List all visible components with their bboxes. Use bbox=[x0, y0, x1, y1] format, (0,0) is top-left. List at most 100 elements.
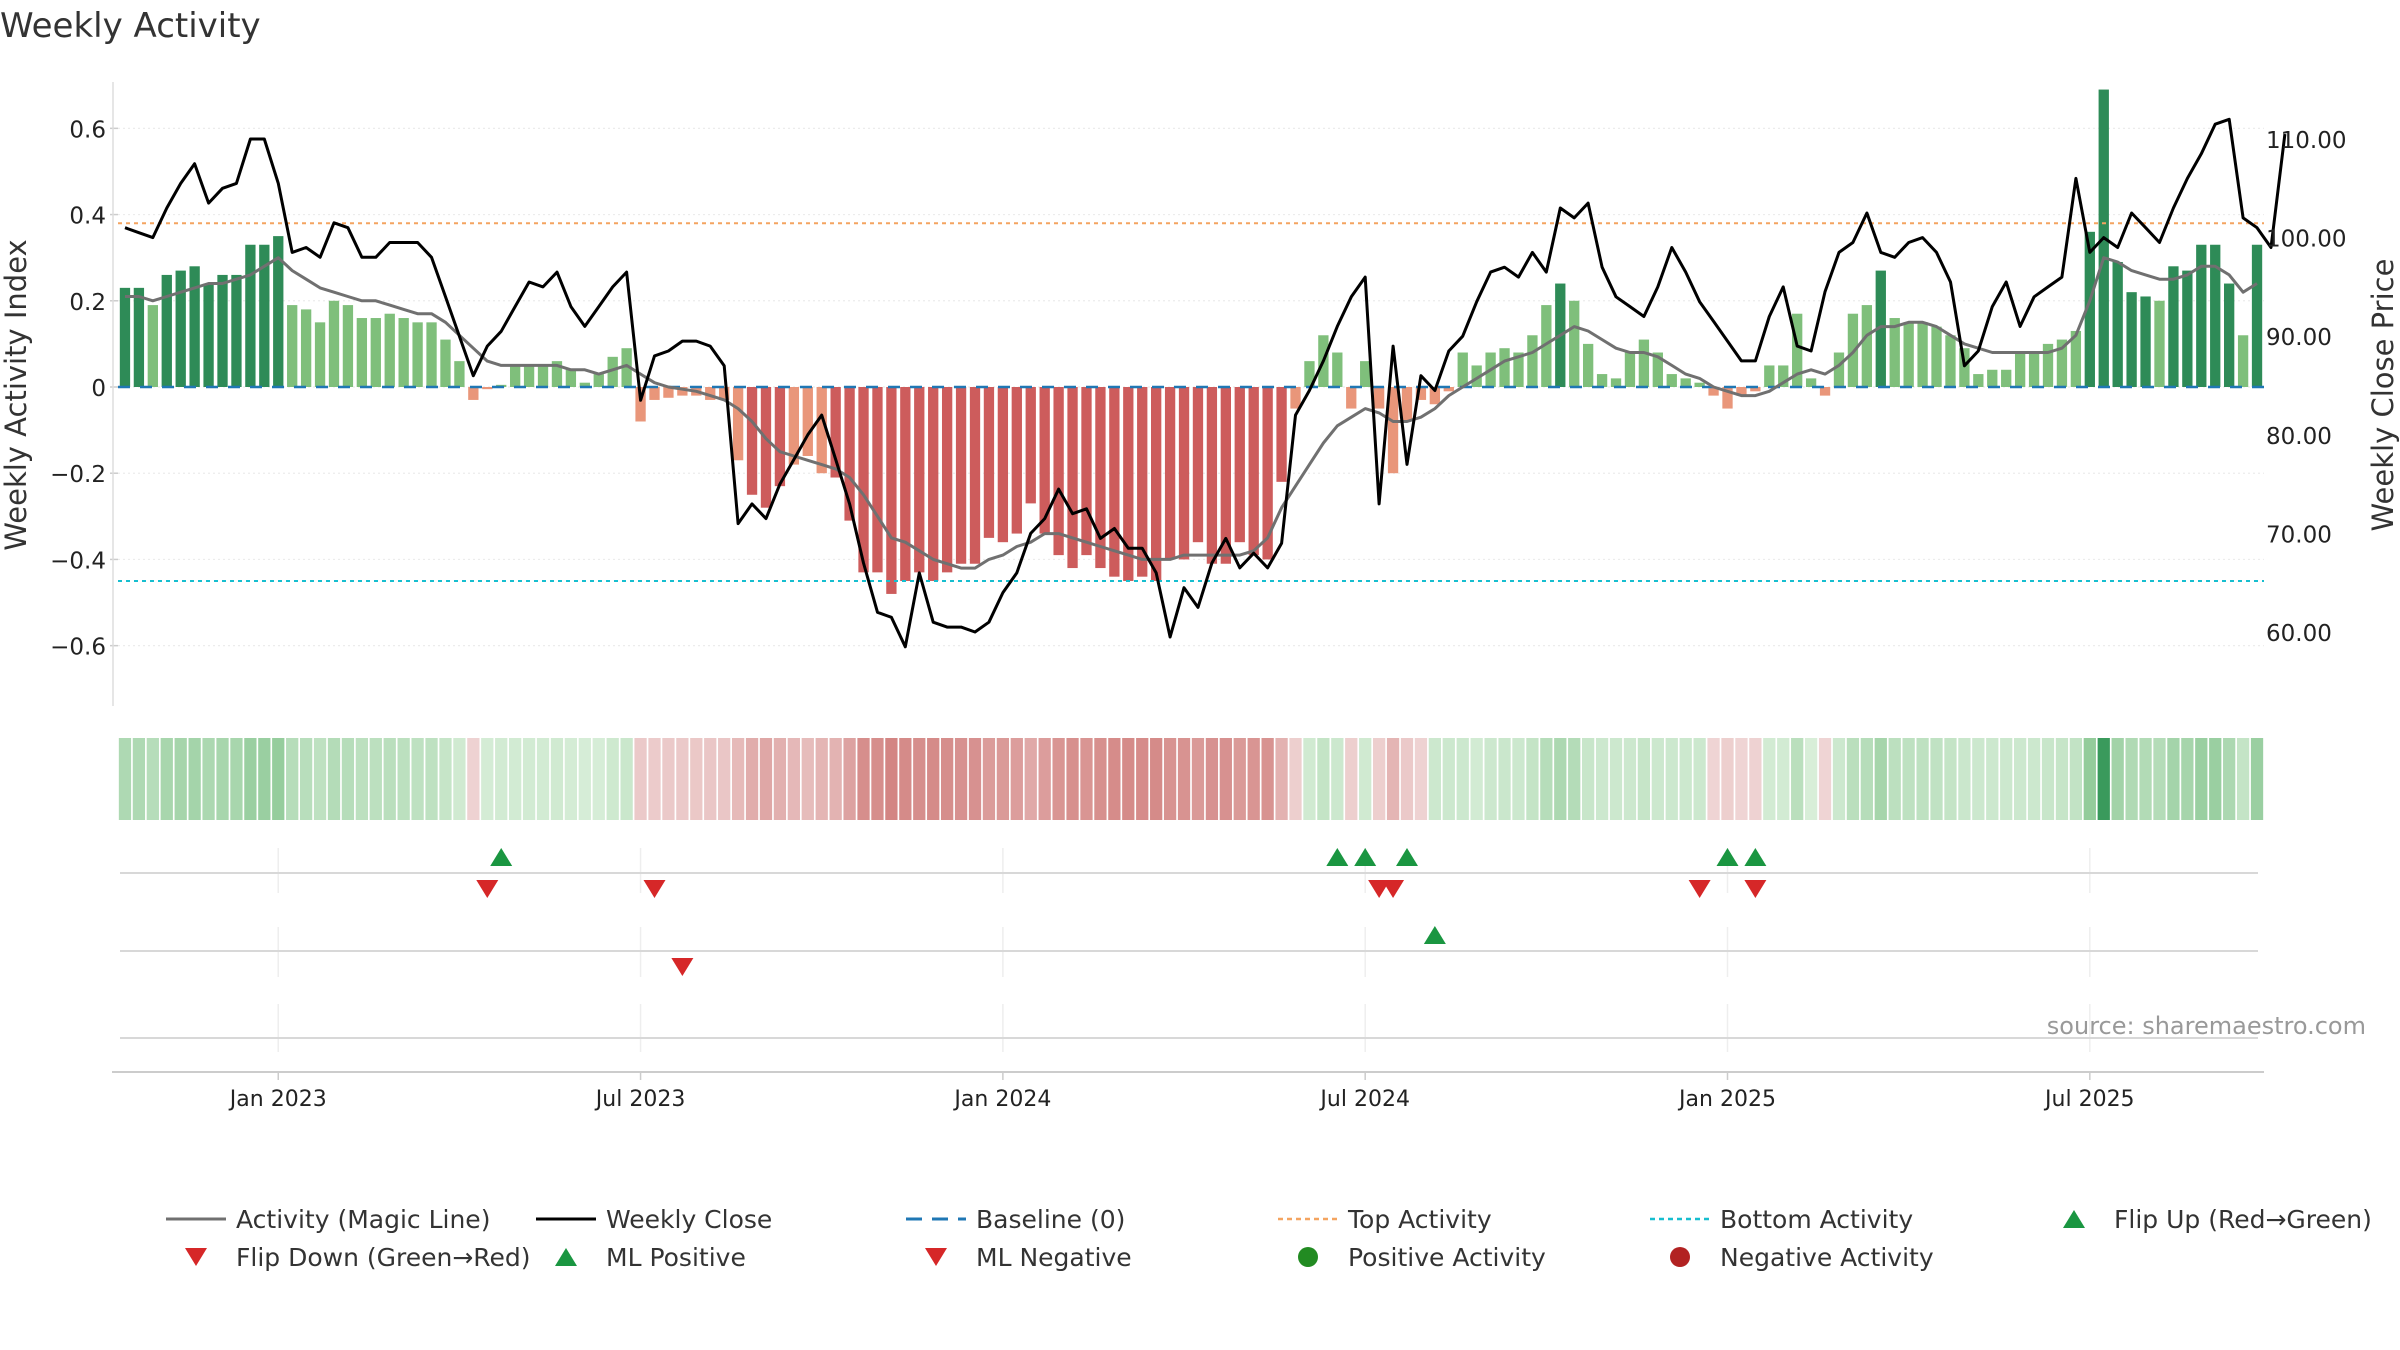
heat-cell bbox=[2181, 738, 2194, 820]
heat-cell bbox=[1986, 738, 1999, 820]
heat-cell bbox=[118, 738, 132, 820]
heat-cell bbox=[676, 738, 689, 820]
heat-cell bbox=[1554, 738, 1567, 820]
heat-cell bbox=[2167, 738, 2180, 820]
activity-bar bbox=[719, 387, 730, 400]
legend-label: Positive Activity bbox=[1348, 1243, 1546, 1272]
heat-cell bbox=[1874, 738, 1887, 820]
heat-cell bbox=[1735, 738, 1748, 820]
heat-cell bbox=[829, 738, 842, 820]
heat-cell bbox=[871, 738, 884, 820]
heat-cell bbox=[188, 738, 201, 820]
legend-swatch bbox=[185, 1248, 207, 1266]
activity-bar bbox=[997, 387, 1009, 543]
heat-cell bbox=[146, 738, 159, 820]
legend-label: Flip Up (Red→Green) bbox=[2114, 1205, 2372, 1234]
heat-cell bbox=[1791, 738, 1804, 820]
heat-cell bbox=[1359, 738, 1372, 820]
activity-bar bbox=[147, 305, 158, 387]
activity-bar bbox=[1861, 305, 1873, 387]
activity-bar bbox=[537, 365, 549, 387]
heat-cell bbox=[606, 738, 619, 820]
x-tick-label: Jul 2023 bbox=[594, 1087, 686, 1112]
heat-cell bbox=[1902, 738, 1915, 820]
activity-bar bbox=[1360, 361, 1371, 387]
activity-bar bbox=[941, 387, 953, 573]
heat-cell bbox=[1749, 738, 1762, 820]
heat-cell bbox=[1303, 738, 1316, 820]
heat-cell bbox=[1470, 738, 1483, 820]
heat-cell bbox=[1888, 738, 1901, 820]
legend-swatch bbox=[1298, 1247, 1318, 1267]
activity-bar bbox=[565, 369, 577, 387]
activity-bar bbox=[356, 318, 368, 387]
heat-cell bbox=[927, 738, 940, 820]
magic-line bbox=[125, 256, 2258, 570]
legend-swatch bbox=[925, 1248, 947, 1266]
activity-bar bbox=[1123, 387, 1134, 581]
activity-bar bbox=[2028, 352, 2040, 387]
activity-bar bbox=[1415, 387, 1427, 400]
heat-cell bbox=[1428, 738, 1441, 820]
heat-cell bbox=[258, 738, 271, 820]
activity-bar bbox=[454, 361, 465, 387]
heat-cell bbox=[1386, 738, 1400, 820]
flip-down-marker bbox=[1688, 880, 1711, 898]
heat-cell bbox=[1219, 738, 1232, 820]
legend-label: Baseline (0) bbox=[976, 1205, 1125, 1234]
activity-bar bbox=[1137, 387, 1148, 577]
activity-bar bbox=[2168, 266, 2179, 387]
heat-cell bbox=[216, 738, 229, 820]
legend-item-baseline: Baseline (0) bbox=[906, 1205, 1125, 1234]
activity-bar bbox=[1694, 382, 1705, 387]
activity-bar bbox=[259, 244, 270, 387]
heat-cell bbox=[1944, 738, 1957, 820]
activity-bar bbox=[955, 387, 967, 564]
y-right-tick-label: 110.00 bbox=[2266, 128, 2346, 154]
activity-bar bbox=[1596, 374, 1608, 387]
heat-cell bbox=[1540, 738, 1553, 820]
legend-item-close: Weekly Close bbox=[536, 1205, 772, 1234]
heat-cell bbox=[662, 738, 675, 820]
heat-cell bbox=[2055, 738, 2069, 820]
activity-bar bbox=[1875, 270, 1886, 387]
activity-bar bbox=[161, 274, 172, 387]
activity-bar bbox=[816, 387, 827, 474]
flip-up-marker bbox=[1326, 848, 1349, 866]
heat-cell bbox=[1526, 738, 1539, 820]
heat-cell bbox=[509, 738, 522, 820]
activity-bar bbox=[245, 244, 256, 387]
activity-bar bbox=[384, 313, 395, 387]
heat-cell bbox=[1163, 738, 1177, 820]
activity-bar bbox=[1750, 387, 1761, 392]
legend-item-posact: Positive Activity bbox=[1298, 1243, 1546, 1272]
heat-cell bbox=[1972, 738, 1985, 820]
x-tick-label: Jan 2024 bbox=[952, 1087, 1051, 1112]
activity-bar bbox=[663, 387, 674, 398]
activity-bar bbox=[2126, 292, 2137, 387]
y-tick-label: 0.4 bbox=[69, 204, 106, 230]
activity-bar bbox=[509, 365, 521, 387]
x-tick-label: Jul 2024 bbox=[1318, 1087, 1410, 1112]
activity-bar bbox=[1248, 387, 1259, 556]
heat-cell bbox=[1582, 738, 1595, 820]
heat-cell bbox=[1484, 738, 1497, 820]
heat-cell bbox=[1233, 738, 1246, 820]
activity-bar bbox=[133, 287, 145, 387]
heat-cell bbox=[578, 738, 591, 820]
activity-bar bbox=[482, 387, 493, 390]
heat-cell bbox=[1609, 738, 1623, 820]
heat-cell bbox=[1024, 738, 1037, 820]
activity-bar bbox=[2014, 352, 2026, 387]
activity-bar bbox=[175, 270, 186, 387]
heat-cell bbox=[522, 738, 536, 820]
activity-bar bbox=[872, 387, 883, 573]
activity-bar bbox=[1666, 374, 1677, 387]
legend-label: Top Activity bbox=[1347, 1205, 1492, 1234]
activity-bar bbox=[551, 361, 563, 387]
activity-bar bbox=[1053, 387, 1064, 556]
y-right-tick-label: 70.00 bbox=[2266, 522, 2332, 548]
heat-cell bbox=[2014, 738, 2027, 820]
activity-bar bbox=[983, 387, 995, 538]
axes: 0.6 0.4 0.2 0 −0.2 −0.4 −0.6 110.00 100.00 90.00 8… bbox=[0, 82, 2400, 706]
